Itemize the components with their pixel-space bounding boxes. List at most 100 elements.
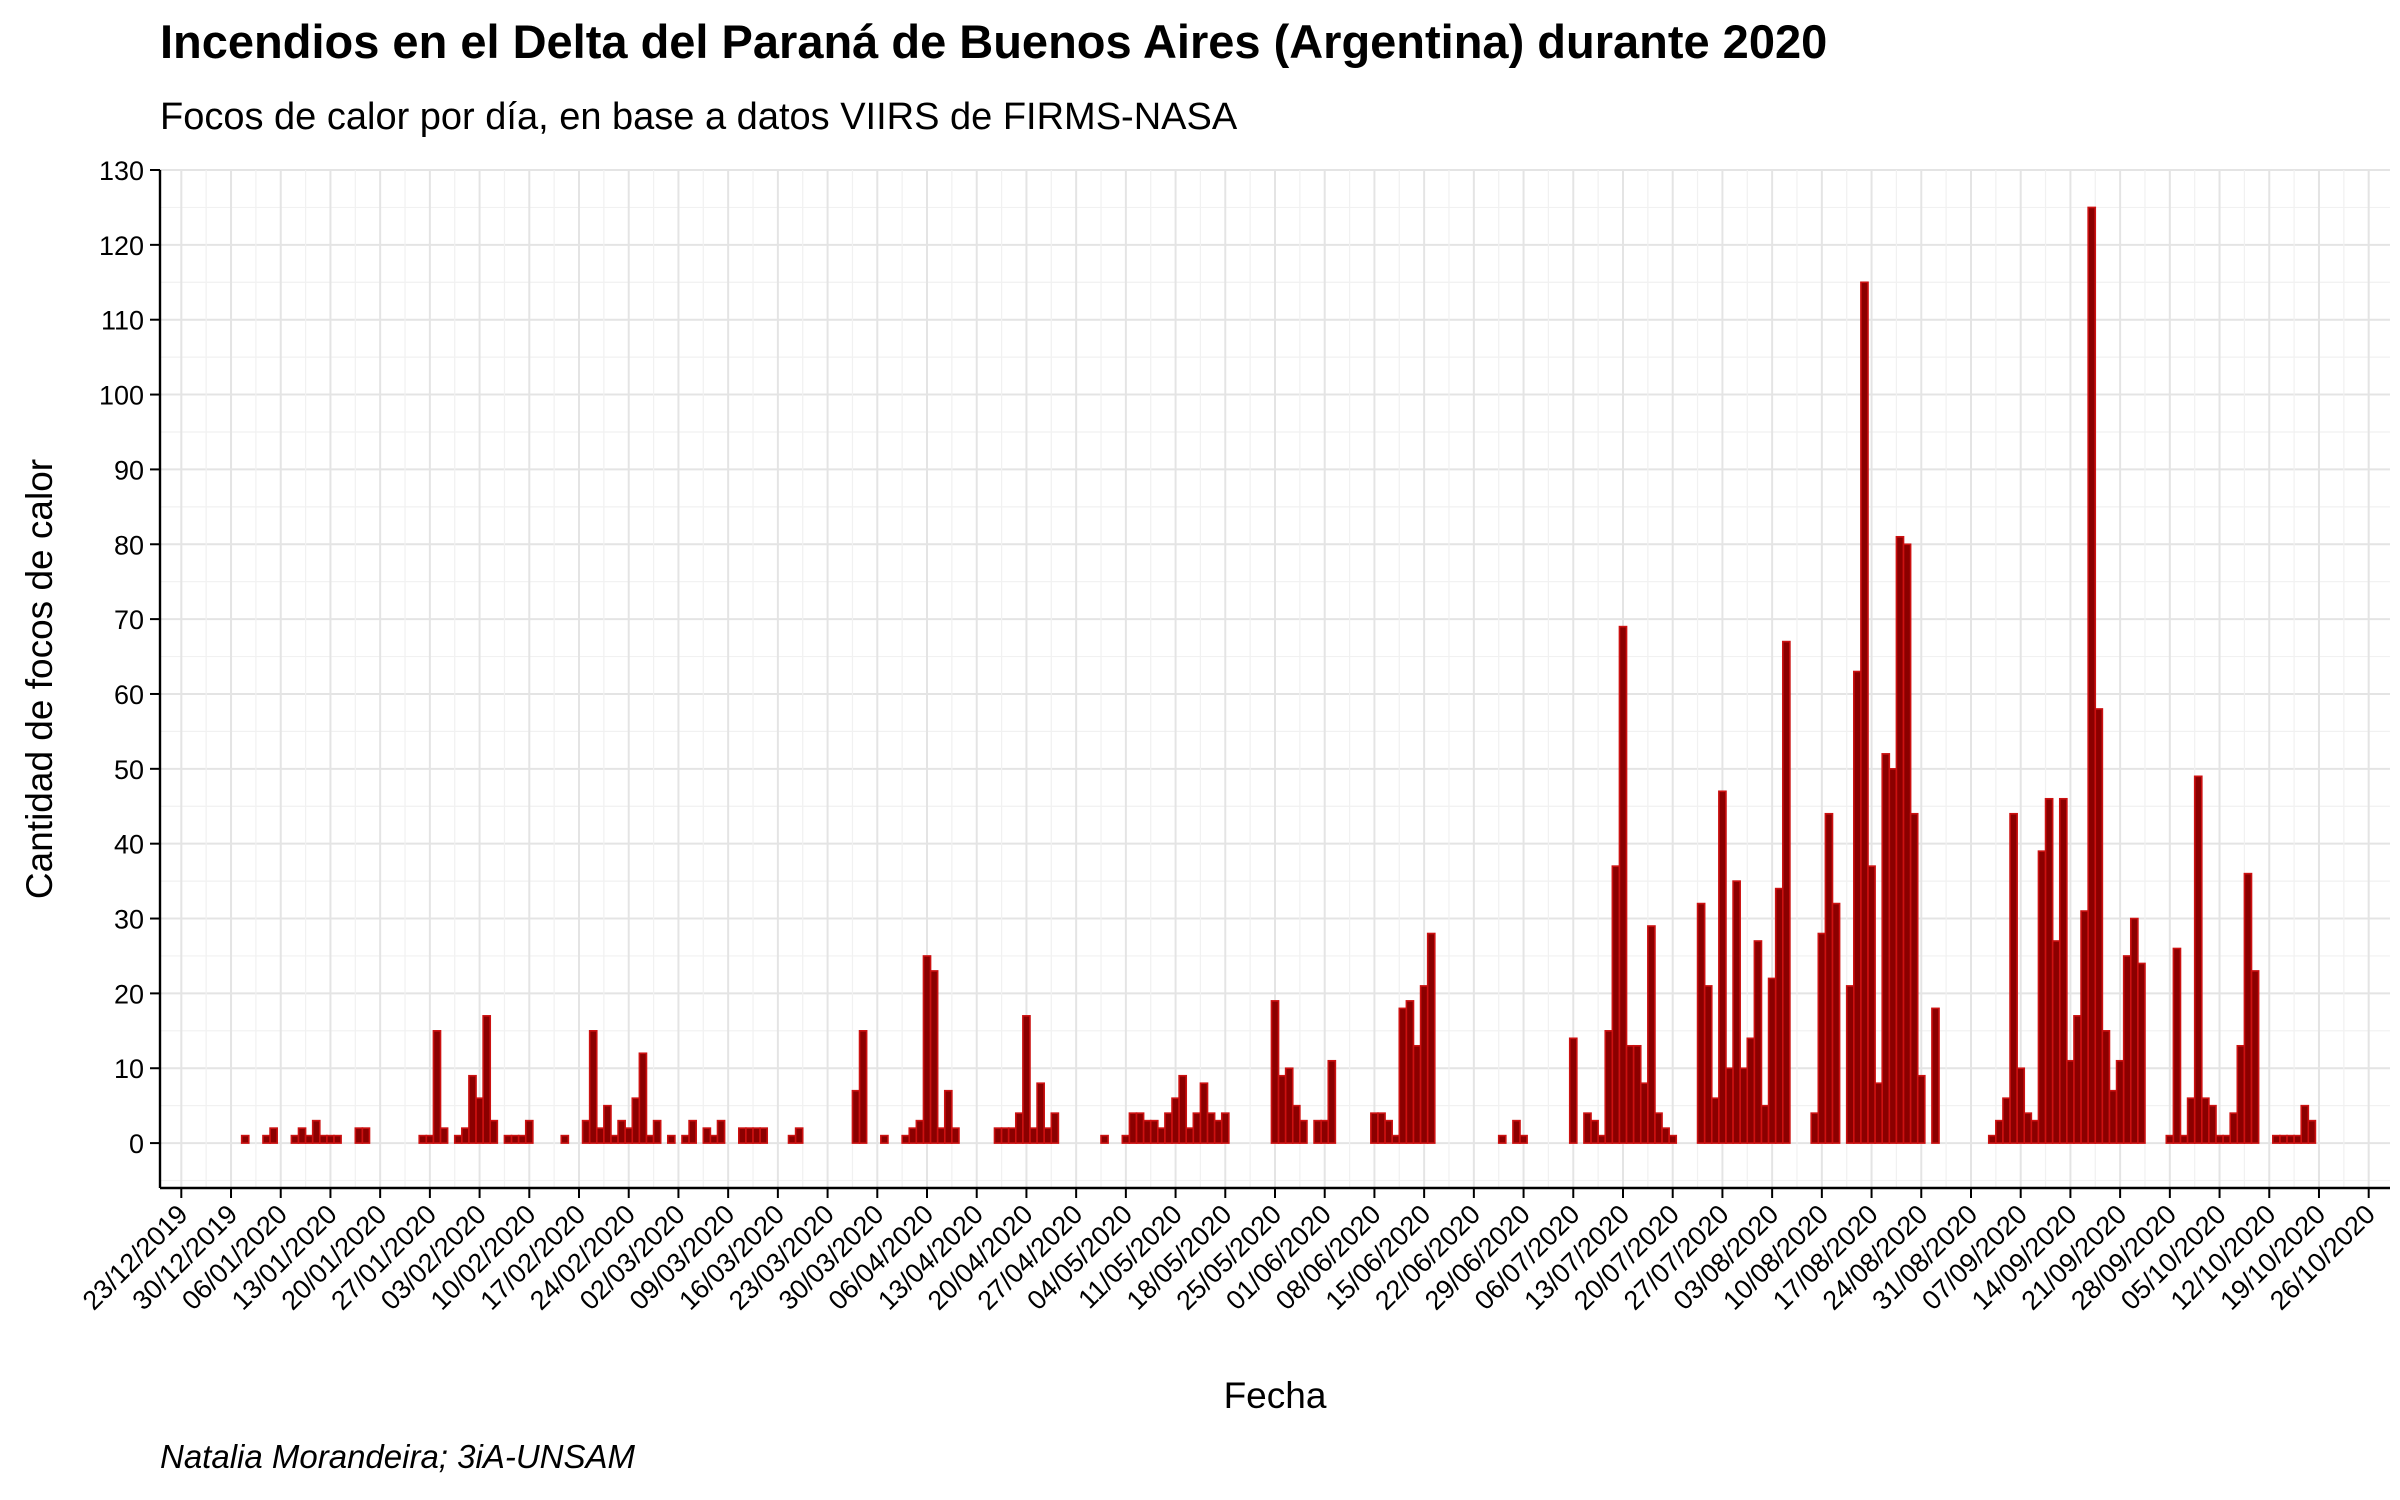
bar — [1647, 925, 1656, 1144]
bar — [1895, 535, 1905, 1144]
bar — [1774, 887, 1784, 1144]
bar — [517, 1134, 527, 1144]
bar — [1568, 1037, 1578, 1144]
bar — [581, 1119, 591, 1144]
bar — [2307, 1119, 2317, 1144]
bar — [1760, 1104, 1770, 1144]
bar — [1987, 1134, 1997, 1144]
bar — [297, 1127, 307, 1144]
chart-subtitle: Focos de calor por día, en base a datos … — [160, 96, 1238, 138]
bar — [1618, 625, 1628, 1144]
bar — [1000, 1127, 1010, 1144]
bar — [461, 1127, 470, 1144]
bar — [1817, 932, 1827, 1144]
bar — [2208, 1104, 2217, 1144]
bar — [311, 1119, 321, 1144]
bar — [1178, 1074, 1188, 1144]
bar — [624, 1127, 634, 1144]
bar — [2051, 940, 2061, 1144]
chart-caption: Natalia Morandeira; 3iA-UNSAM — [160, 1438, 636, 1475]
bar — [333, 1134, 342, 1144]
bar — [922, 955, 932, 1144]
bar — [1128, 1112, 1138, 1144]
bar — [1291, 1104, 1301, 1144]
y-tick-label: 50 — [114, 755, 144, 785]
bar — [2137, 962, 2146, 1144]
bar — [1199, 1082, 1209, 1144]
bar — [2129, 917, 2139, 1144]
bar — [1810, 1112, 1820, 1144]
bar — [951, 1127, 960, 1144]
bar — [1185, 1127, 1195, 1144]
bar — [2222, 1134, 2232, 1144]
bar — [1710, 1097, 1720, 1144]
bar — [432, 1030, 442, 1144]
bar — [2215, 1134, 2224, 1144]
bar — [1497, 1134, 1507, 1144]
bar — [503, 1134, 513, 1144]
bar — [1916, 1074, 1926, 1144]
bar — [1831, 902, 1841, 1144]
bar — [1377, 1112, 1386, 1144]
bar — [1157, 1127, 1166, 1144]
bar — [2044, 797, 2054, 1144]
bar — [2094, 708, 2104, 1144]
bar — [2293, 1134, 2303, 1144]
bar — [588, 1030, 598, 1144]
bar — [453, 1134, 463, 1144]
y-tick-label: 30 — [114, 905, 144, 935]
bar — [2023, 1112, 2033, 1144]
bar — [1611, 865, 1621, 1144]
y-tick-label: 0 — [129, 1129, 144, 1159]
bar — [1100, 1134, 1109, 1144]
bar — [2037, 850, 2047, 1144]
bar — [2115, 1059, 2125, 1144]
bar — [1604, 1030, 1614, 1144]
bar — [1014, 1112, 1024, 1144]
bar — [1299, 1119, 1308, 1144]
y-tick-label: 10 — [114, 1054, 144, 1084]
bar — [1881, 753, 1891, 1144]
bar — [1995, 1119, 2004, 1144]
bar — [1661, 1127, 1670, 1144]
bar — [1149, 1119, 1159, 1144]
bar — [1412, 1044, 1422, 1144]
y-tick-label: 120 — [99, 231, 144, 261]
bar — [1519, 1134, 1528, 1144]
bar — [1639, 1082, 1649, 1144]
y-tick-labels: 0 10 20 30 40 50 60 70 80 90 100 110 120 130 — [99, 156, 144, 1159]
bar — [482, 1015, 492, 1144]
bar — [1767, 977, 1777, 1144]
bar — [880, 1134, 889, 1144]
bar — [2165, 1134, 2175, 1144]
bar — [2200, 1097, 2210, 1144]
bar — [1824, 812, 1834, 1144]
bar — [936, 1127, 946, 1144]
bar — [1874, 1082, 1884, 1144]
bar — [2179, 1134, 2189, 1144]
bar — [1597, 1134, 1607, 1144]
bar — [652, 1119, 662, 1144]
bar — [929, 970, 939, 1144]
bar — [1313, 1119, 1322, 1144]
bar — [304, 1134, 314, 1144]
bar — [2002, 1097, 2011, 1144]
bar — [425, 1134, 435, 1144]
y-tick-label: 110 — [101, 306, 144, 336]
bar — [603, 1104, 612, 1144]
bar — [1739, 1067, 1749, 1144]
bar — [1888, 768, 1898, 1144]
bar — [468, 1074, 477, 1144]
bar — [290, 1134, 300, 1144]
bar — [2066, 1059, 2075, 1144]
bar — [2236, 1044, 2246, 1144]
bar — [1931, 1007, 1940, 1144]
axes — [150, 169, 2390, 1198]
bar — [1867, 865, 1876, 1144]
bar — [1284, 1067, 1294, 1144]
x-axis-label: Fecha — [1224, 1375, 1327, 1416]
bar — [993, 1127, 1003, 1144]
y-tick-label: 60 — [114, 680, 144, 710]
bar — [851, 1089, 861, 1144]
